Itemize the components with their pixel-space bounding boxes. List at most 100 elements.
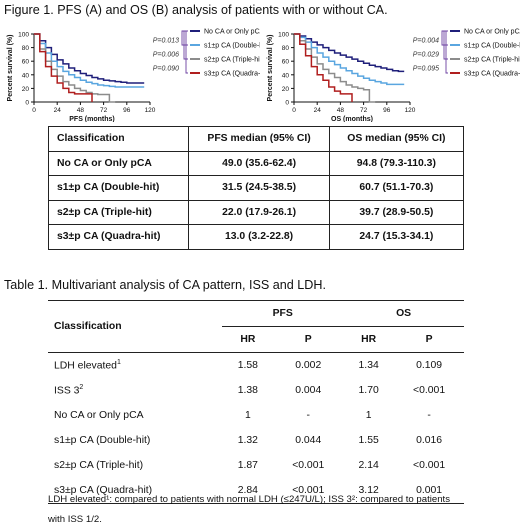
p-header: P xyxy=(273,326,344,353)
os-p-cell: 0.001 xyxy=(394,478,464,504)
pfs-p-cell: 0.002 xyxy=(295,360,322,371)
table-group-header-row: Classification PFS OS xyxy=(48,300,464,353)
row-label: s2±p CA (Triple-hit) xyxy=(54,460,144,471)
row-label-text: ISS 3 xyxy=(54,385,80,397)
row-label: No CA or Only pCA xyxy=(47,150,190,176)
p-value-bracket xyxy=(441,30,448,46)
row-label: s1±p CA (Double-hit) xyxy=(47,175,190,201)
row-label: s3±p CA (Quadra-hit) xyxy=(48,478,223,504)
p-value-bracket xyxy=(445,30,448,74)
pfs-survival-chart: 0 20 40 60 80 100 0 24 48 72 96 120 PFS (months) Perc… xyxy=(7,29,260,123)
figure-caption: Figure 1. PFS (A) and OS (B) analysis of… xyxy=(4,3,388,17)
os-hr-cell: 1.34 xyxy=(358,360,379,371)
x-tick-label: 24 xyxy=(314,107,322,114)
y-tick-label: 20 xyxy=(22,86,30,93)
x-tick-label: 120 xyxy=(145,107,156,114)
pfs-hr-cell: 2.84 xyxy=(222,478,274,504)
table-row: ISS 32 1.38 0.004 1.70 <0.001 xyxy=(48,378,464,403)
y-tick-label: 100 xyxy=(18,32,29,39)
survival-curve xyxy=(294,33,376,103)
y-tick-label: 20 xyxy=(282,86,290,93)
pfs-hr-cell: 1.32 xyxy=(237,435,258,446)
p-value-label: P=0.029 xyxy=(413,52,439,59)
os-p-cell: <0.001 xyxy=(413,460,446,471)
y-tick-label: 0 xyxy=(285,100,289,107)
pfs-group-header: PFS xyxy=(222,300,344,327)
y-tick-label: 100 xyxy=(278,32,289,39)
os-median-cell: 94.8 (79.3-110.3) xyxy=(328,150,465,176)
table-caption: Table 1. Multivariant analysis of CA pat… xyxy=(4,278,327,292)
legend-label: s3±p CA (Quadra-hit) xyxy=(204,71,260,78)
p-value-label: P=0.095 xyxy=(413,66,439,73)
y-axis-label: Percent survival (%) xyxy=(267,35,274,102)
legend-label: No CA or Only pCA xyxy=(464,29,520,36)
os-p-cell: - xyxy=(427,410,431,421)
os-median-cell: 39.7 (28.9-50.5) xyxy=(328,199,465,225)
row-label-text: LDH elevated xyxy=(54,360,117,372)
column-header: PFS median (95% CI) xyxy=(188,126,330,152)
table-footnote: LDH elevated¹: compared to patients with… xyxy=(48,494,450,505)
x-tick-label: 120 xyxy=(405,107,416,114)
os-median-cell: 24.7 (15.3-34.1) xyxy=(328,224,465,250)
x-tick-label: 48 xyxy=(77,107,85,114)
pfs-hr-cell: 1 xyxy=(244,410,251,421)
pfs-median-cell: 49.0 (35.6-62.4) xyxy=(188,150,330,176)
y-tick-label: 60 xyxy=(22,59,30,66)
survival-curve xyxy=(294,33,405,86)
pfs-hr-cell: 1.58 xyxy=(237,360,258,371)
y-tick-label: 80 xyxy=(282,45,290,52)
survival-curve xyxy=(294,33,405,73)
x-tick-label: 96 xyxy=(383,107,391,114)
median-survival-table: Classification PFS median (95% CI) OS me… xyxy=(47,126,465,250)
survival-curve xyxy=(34,33,145,84)
os-p-cell: 0.109 xyxy=(416,360,443,371)
x-axis-label: PFS (months) xyxy=(69,116,115,122)
pfs-p-cell: 0.044 xyxy=(295,435,322,446)
x-tick-label: 0 xyxy=(292,107,296,114)
x-tick-label: 24 xyxy=(54,107,62,114)
classification-header: Classification xyxy=(48,300,223,353)
table-row: No CA or Only pCA 1 - 1 - xyxy=(48,403,464,428)
y-tick-label: 80 xyxy=(22,45,30,52)
os-group-header: OS xyxy=(343,300,464,327)
p-value-label: P=0.013 xyxy=(153,38,179,45)
y-tick-label: 40 xyxy=(282,72,290,79)
legend-label: s1±p CA (Double-hit) xyxy=(464,43,520,50)
column-header: Classification xyxy=(47,126,190,152)
table-subheader-row: HR P HR P xyxy=(48,326,464,353)
survival-curve xyxy=(34,33,116,103)
os-median-cell: 60.7 (51.1-70.3) xyxy=(328,175,465,201)
table-row: s1±p CA (Double-hit) 1.32 0.044 1.55 0.0… xyxy=(48,428,464,453)
legend-label: s2±p CA (Triple-hit) xyxy=(204,57,260,64)
table-row: s2±p CA (Triple-hit) 22.0 (17.9-26.1) 39… xyxy=(47,199,465,225)
table-row: s3±p CA (Quadra-hit) 2.84 <0.001 3.12 0.… xyxy=(48,478,464,504)
footnote-marker: 2 xyxy=(79,384,84,392)
pfs-median-cell: 31.5 (24.5-38.5) xyxy=(188,175,330,201)
hr-header: HR xyxy=(343,326,395,353)
y-tick-label: 40 xyxy=(22,72,30,79)
table-row: No CA or Only pCA 49.0 (35.6-62.4) 94.8 … xyxy=(47,150,465,176)
x-tick-label: 48 xyxy=(337,107,345,114)
p-value-bracket xyxy=(185,30,188,74)
multivariate-table: Classification PFS OS HR P HR P LDH elev… xyxy=(48,300,464,504)
row-label: LDH elevated1 xyxy=(48,353,222,379)
table-footnote-continued: with ISS 1/2. xyxy=(48,514,102,525)
row-label: s3±p CA (Quadra-hit) xyxy=(47,224,190,250)
pfs-hr-cell: 1.87 xyxy=(237,460,258,471)
y-axis-label: Percent survival (%) xyxy=(7,35,14,102)
pfs-median-cell: 13.0 (3.2-22.8) xyxy=(188,224,330,250)
legend-label: s3±p CA (Quadra-hit) xyxy=(464,71,520,78)
pfs-p-cell: <0.001 xyxy=(292,460,325,471)
os-hr-cell: 1.55 xyxy=(358,435,379,446)
survival-curve xyxy=(294,33,353,102)
survival-curve xyxy=(34,33,93,102)
column-header: OS median (95% CI) xyxy=(328,126,465,152)
x-tick-label: 0 xyxy=(32,107,36,114)
table-row: s1±p CA (Double-hit) 31.5 (24.5-38.5) 60… xyxy=(47,175,465,201)
pfs-p-cell: <0.001 xyxy=(273,478,344,504)
table-row: s2±p CA (Triple-hit) 1.87 <0.001 2.14 <0… xyxy=(48,453,464,478)
x-tick-label: 96 xyxy=(123,107,131,114)
x-tick-label: 72 xyxy=(100,107,108,114)
pfs-p-cell: - xyxy=(306,410,310,421)
legend-label: s1±p CA (Double-hit) xyxy=(204,43,260,50)
